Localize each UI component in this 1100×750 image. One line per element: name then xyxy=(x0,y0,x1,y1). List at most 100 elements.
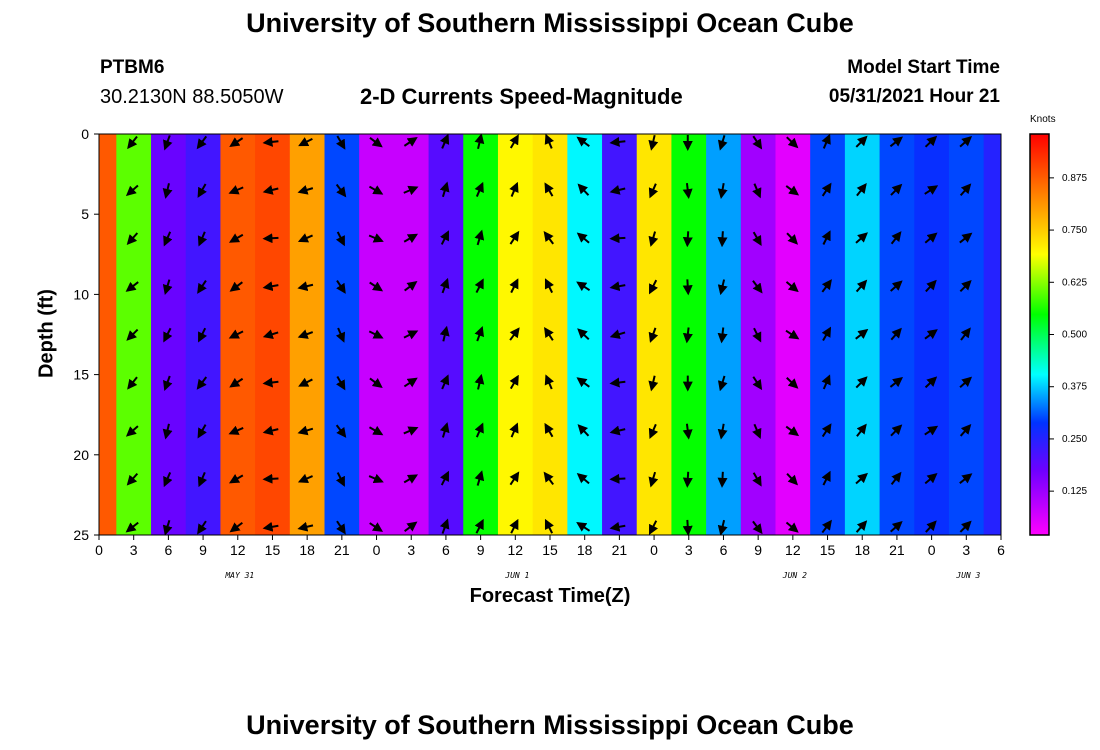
current-vector xyxy=(368,185,384,195)
current-vector xyxy=(439,181,450,198)
current-vector xyxy=(509,327,520,341)
current-vector xyxy=(855,135,868,148)
current-vector xyxy=(197,183,207,198)
current-vector xyxy=(959,423,972,437)
current-vector xyxy=(544,326,554,341)
current-vector xyxy=(509,422,519,438)
current-vector xyxy=(890,327,902,341)
current-vector xyxy=(543,471,555,486)
current-vector xyxy=(821,326,832,342)
colorbar-tick-label: 0.375 xyxy=(1062,382,1087,393)
current-vector xyxy=(198,327,207,343)
current-vector xyxy=(924,425,939,436)
current-vector xyxy=(924,232,938,244)
current-vector xyxy=(335,231,345,247)
current-vector xyxy=(785,281,799,293)
current-vector xyxy=(127,376,138,390)
current-vector xyxy=(856,183,867,197)
current-vector xyxy=(228,233,244,243)
x-tick-label: 9 xyxy=(199,542,207,558)
colorbar-tick-label: 0.625 xyxy=(1062,277,1087,288)
current-vector xyxy=(163,375,173,392)
current-vector xyxy=(648,183,659,199)
y-tick-label: 5 xyxy=(81,206,89,222)
x-tick-label: 0 xyxy=(928,542,936,558)
current-vector xyxy=(544,182,554,197)
date-label: JUN 2 xyxy=(782,571,807,580)
x-tick-label: 3 xyxy=(130,542,138,558)
current-vector xyxy=(959,520,972,533)
current-vector xyxy=(648,134,659,151)
current-vector xyxy=(297,233,313,243)
current-vector xyxy=(368,425,384,436)
current-vector xyxy=(544,278,554,294)
current-vector xyxy=(228,425,244,435)
current-vector xyxy=(785,521,799,533)
current-vector xyxy=(821,182,832,197)
x-tick-label: 12 xyxy=(230,542,246,558)
current-vector xyxy=(544,518,554,534)
current-vector xyxy=(752,327,762,343)
current-vector xyxy=(855,328,869,340)
current-vector xyxy=(336,520,346,535)
current-vector xyxy=(576,377,590,388)
current-vector xyxy=(752,280,763,294)
bottom-title: University of Southern Mississippi Ocean… xyxy=(246,710,854,740)
current-vector xyxy=(228,474,244,484)
current-vector xyxy=(262,185,279,195)
current-vector xyxy=(609,425,626,436)
current-vector xyxy=(648,375,659,392)
current-vector xyxy=(682,471,693,488)
current-vector xyxy=(649,520,658,535)
current-vector xyxy=(509,374,519,390)
current-vector xyxy=(228,329,244,339)
current-vector xyxy=(752,135,763,150)
current-vector xyxy=(856,423,867,437)
current-vector xyxy=(821,470,831,486)
current-vector xyxy=(336,376,346,391)
current-vector xyxy=(439,374,450,390)
current-vector xyxy=(125,521,139,533)
heat-band-0h xyxy=(99,134,117,535)
current-vector xyxy=(474,181,484,197)
current-vector xyxy=(126,232,139,245)
current-vector xyxy=(474,133,485,150)
current-vector xyxy=(609,136,626,147)
current-vector xyxy=(162,423,173,440)
current-vector xyxy=(786,232,798,245)
colorbar-unit: Knots xyxy=(1030,114,1056,125)
current-vector xyxy=(369,377,383,389)
current-vector xyxy=(682,519,693,536)
x-tick-label: 21 xyxy=(334,542,350,558)
current-vector xyxy=(576,281,591,292)
current-vector xyxy=(335,472,345,487)
current-vector xyxy=(197,424,207,439)
current-vector xyxy=(959,376,973,388)
current-vector xyxy=(924,376,938,389)
current-vector xyxy=(368,233,384,243)
y-tick-label: 25 xyxy=(73,527,89,543)
x-tick-label: 12 xyxy=(785,542,801,558)
current-vector xyxy=(403,330,419,340)
current-vector xyxy=(335,183,347,198)
current-vector xyxy=(609,329,626,339)
x-tick-label: 12 xyxy=(508,542,524,558)
current-vector xyxy=(889,377,904,388)
x-axis-title: Forecast Time(Z) xyxy=(469,585,631,607)
current-vector xyxy=(752,520,763,535)
x-tick-label: 3 xyxy=(685,542,693,558)
current-vector xyxy=(404,280,418,292)
current-vector xyxy=(439,325,450,342)
current-vector xyxy=(609,377,626,388)
current-vector xyxy=(474,278,484,294)
current-vector xyxy=(509,230,520,245)
x-tick-label: 6 xyxy=(164,542,172,558)
x-tick-label: 18 xyxy=(577,542,593,558)
x-tick-label: 15 xyxy=(542,542,558,558)
current-vector xyxy=(403,233,419,244)
current-vector xyxy=(609,233,626,244)
current-vector xyxy=(786,377,799,389)
model-start-label: Model Start Time xyxy=(847,57,1000,78)
current-vector xyxy=(855,520,868,533)
current-vector xyxy=(821,519,832,534)
